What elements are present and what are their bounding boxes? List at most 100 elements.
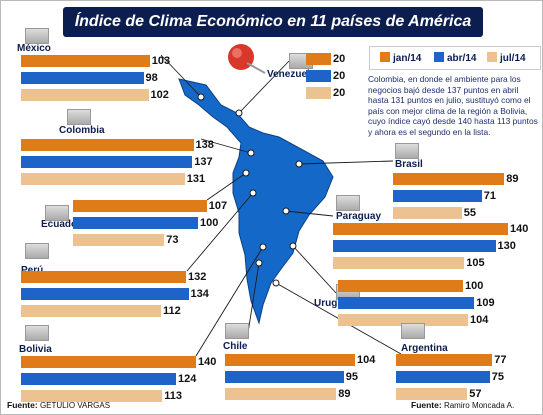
value-label-peru-abr-14: 134	[190, 288, 209, 300]
value-label-venezuela-jul-14: 20	[333, 87, 346, 99]
south-america-shape	[178, 78, 334, 325]
bar-chile-abr-14	[225, 371, 344, 383]
bar-argentina-jul-14	[396, 388, 468, 400]
bar-ecuador-jul-14	[73, 234, 165, 246]
bar-chile-jul-14	[225, 388, 337, 400]
bar-bolivia-jul-14	[21, 390, 163, 402]
country-label-colombia: Colombia	[59, 125, 105, 136]
value-label-uruguay-abr-14: 109	[476, 297, 495, 309]
map-dot-bolivia	[259, 243, 267, 251]
bar-mexico-jul-14	[21, 89, 149, 101]
leader-line-brasil	[298, 160, 394, 165]
value-label-peru-jan-14: 132	[188, 271, 207, 283]
value-label-bolivia-abr-14: 124	[178, 373, 197, 385]
leader-line-ecuador	[206, 172, 247, 201]
value-label-colombia-jan-14: 138	[195, 139, 214, 151]
bar-paraguay-jul-14	[333, 257, 465, 269]
bar-paraguay-abr-14	[333, 240, 496, 252]
globe-icon	[228, 44, 266, 74]
bar-uruguay-jul-14	[338, 314, 468, 326]
leader-line-paraguay	[285, 210, 334, 217]
legend-item-jan: jan/14	[380, 52, 421, 64]
map-dot-ecuador	[242, 169, 250, 177]
bar-mexico-abr-14	[21, 72, 144, 84]
leader-line-colombia	[200, 138, 252, 154]
value-label-chile-jul-14: 89	[338, 388, 351, 400]
country-label-chile: Chile	[223, 341, 248, 352]
legend-swatch-jan	[380, 52, 390, 62]
bar-ecuador-jan-14	[73, 200, 207, 212]
bar-paraguay-jan-14	[333, 223, 508, 235]
flag-icon-brasil	[395, 143, 419, 159]
value-label-paraguay-abr-14: 130	[497, 240, 516, 252]
map-dot-uruguay	[289, 242, 297, 250]
legend-item-jul: jul/14	[487, 52, 526, 64]
bar-peru-jan-14	[21, 271, 186, 283]
leader-line-venezuela	[238, 60, 290, 114]
legend-item-abr: abr/14	[434, 52, 476, 64]
value-label-argentina-jul-14: 57	[469, 388, 482, 400]
flag-icon-paraguay	[336, 195, 360, 211]
bar-brasil-jan-14	[393, 173, 505, 185]
value-label-ecuador-abr-14: 100	[200, 217, 219, 229]
legend: jan/14 abr/14 jul/14	[369, 46, 541, 70]
bar-venezuela-abr-14	[306, 70, 331, 82]
country-label-mexico: México	[17, 43, 51, 54]
value-label-uruguay-jul-14: 104	[470, 314, 489, 326]
value-label-peru-jul-14: 112	[163, 305, 181, 317]
map-dot-venezuela	[235, 109, 243, 117]
value-label-uruguay-jan-14: 100	[465, 280, 484, 292]
bar-peru-abr-14	[21, 288, 189, 300]
bar-bolivia-abr-14	[21, 373, 176, 385]
value-label-venezuela-abr-14: 20	[333, 70, 346, 82]
value-label-mexico-jul-14: 102	[150, 89, 169, 101]
bar-venezuela-jul-14	[306, 87, 331, 99]
map-dot-chile	[255, 259, 263, 267]
map-dot-mexico	[197, 93, 205, 101]
bar-colombia-jan-14	[21, 139, 194, 151]
value-label-ecuador-jan-14: 107	[208, 200, 228, 212]
bar-brasil-abr-14	[393, 190, 482, 202]
leader-line-peru	[186, 192, 254, 272]
legend-swatch-abr	[434, 52, 444, 62]
country-label-ecuador: Ecuador	[41, 219, 82, 230]
bar-uruguay-jan-14	[338, 280, 463, 292]
country-label-peru: Perú	[21, 265, 43, 276]
bar-uruguay-abr-14	[338, 297, 475, 309]
leader-line-chile	[246, 262, 260, 340]
map-dot-argentina	[272, 279, 280, 287]
value-label-chile-jan-14: 104	[357, 354, 376, 366]
bar-bolivia-jan-14	[21, 356, 196, 368]
country-label-venezuela: Venezuela	[267, 69, 316, 80]
flag-icon-chile	[225, 323, 249, 339]
value-label-paraguay-jan-14: 140	[510, 223, 529, 235]
source-left: Fuente: GETULIO VARGAS	[7, 400, 111, 410]
value-label-argentina-jan-14: 77	[494, 354, 507, 366]
flag-icon-colombia	[67, 109, 91, 125]
value-label-paraguay-jul-14: 105	[466, 257, 485, 269]
value-label-bolivia-jan-14: 140	[198, 356, 217, 368]
bar-peru-jul-14	[21, 305, 161, 317]
leader-line-uruguay	[292, 245, 337, 294]
map-dot-paraguay	[282, 207, 290, 215]
value-label-brasil-jan-14: 89	[506, 173, 519, 185]
country-label-brasil: Brasil	[395, 159, 423, 170]
map-dot-colombia	[247, 149, 255, 157]
value-label-colombia-abr-14: 137	[194, 156, 213, 168]
value-label-brasil-abr-14: 71	[483, 190, 496, 202]
value-label-brasil-jul-14: 55	[463, 207, 476, 219]
map-dot-brasil	[295, 160, 303, 168]
leader-line-mexico	[160, 54, 202, 98]
country-label-uruguay: Uruguay	[314, 298, 355, 309]
flag-icon-mexico	[25, 28, 49, 44]
note-text: Colombia, en donde el ambiente para los …	[368, 74, 538, 137]
value-label-venezuela-jan-14: 20	[333, 53, 346, 65]
value-label-mexico-abr-14: 98	[145, 72, 158, 84]
value-label-chile-abr-14: 95	[345, 371, 358, 383]
value-label-argentina-abr-14: 75	[491, 371, 504, 383]
bar-colombia-jul-14	[21, 173, 185, 185]
bar-mexico-jan-14	[21, 55, 150, 67]
legend-swatch-jul	[487, 52, 497, 62]
